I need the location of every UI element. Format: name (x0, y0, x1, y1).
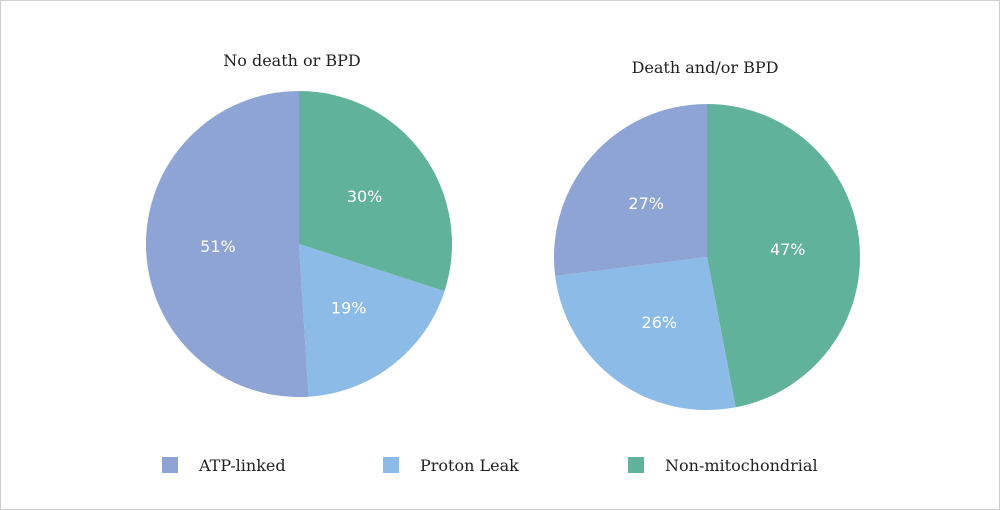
pie-label-death-non-mitochondrial: 47% (770, 240, 806, 259)
pie-label-death-atp-linked: 27% (628, 194, 664, 213)
pie-slice-death-proton-leak (555, 257, 736, 410)
legend-item-proton-leak: Proton Leak (383, 450, 519, 480)
pie-slice-death-atp-linked (553, 104, 707, 277)
pie-chart-no-death: 30% 19% 51% (145, 91, 453, 398)
pie-label-death-proton-leak: 26% (642, 313, 678, 332)
pie-slice-no-death-proton-leak (299, 244, 445, 397)
legend-label-non-mitochondrial: Non-mitochondrial (665, 455, 818, 475)
legend-swatch-non-mitochondrial (628, 457, 644, 473)
pie-chart-death: 47% 26% 27% (553, 104, 861, 410)
legend-item-non-mitochondrial: Non-mitochondrial (628, 450, 818, 480)
legend-swatch-atp-linked (162, 457, 178, 473)
pie-slice-death-non-mitochondrial (707, 104, 861, 408)
pie-slice-no-death-atp-linked (145, 91, 309, 398)
legend: ATP-linked Proton Leak Non-mitochondrial (0, 450, 1000, 480)
legend-label-atp-linked: ATP-linked (199, 455, 286, 475)
legend-swatch-proton-leak (383, 457, 399, 473)
pie-label-no-death-atp-linked: 51% (200, 237, 236, 256)
legend-label-proton-leak: Proton Leak (420, 455, 519, 475)
pie-label-no-death-proton-leak: 19% (331, 299, 367, 318)
pie-title-no-death: No death or BPD (223, 51, 361, 70)
legend-item-atp-linked: ATP-linked (162, 450, 286, 480)
pie-title-death: Death and/or BPD (631, 58, 779, 77)
pie-label-no-death-non-mitochondrial: 30% (347, 187, 383, 206)
pie-slice-no-death-non-mitochondrial (299, 91, 453, 292)
